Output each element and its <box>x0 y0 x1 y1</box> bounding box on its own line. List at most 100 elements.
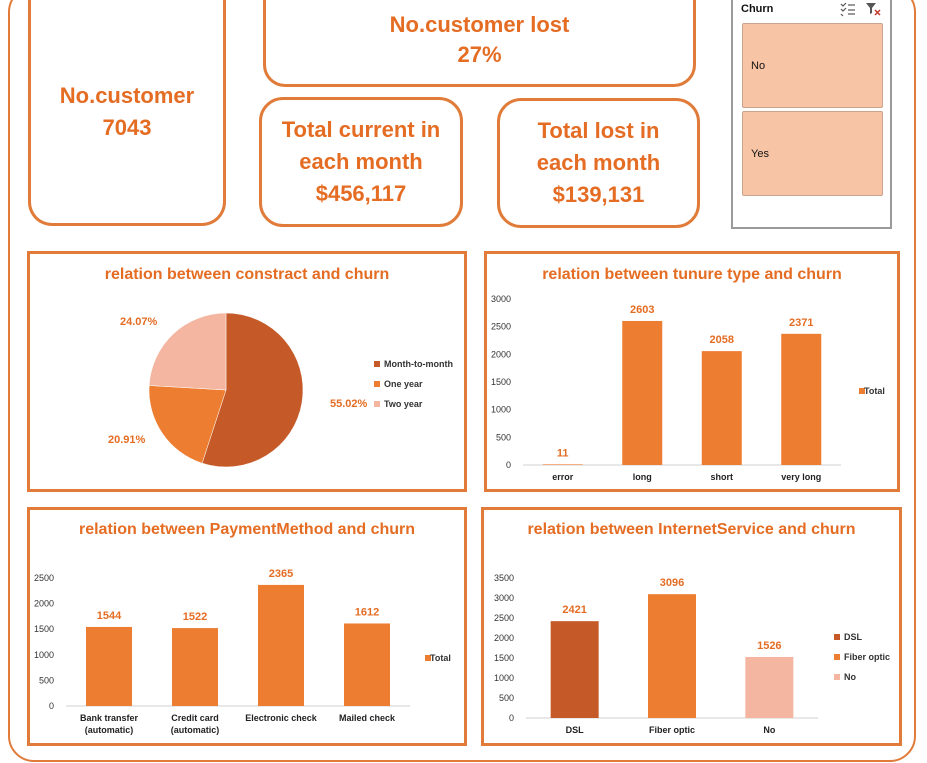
legend-label: Fiber optic <box>844 652 890 662</box>
multi-select-icon[interactable] <box>840 2 856 17</box>
bar-data-label: 2421 <box>562 604 586 616</box>
kpi-current-value: $456,117 <box>315 181 407 206</box>
bar-data-label: 11 <box>557 447 569 459</box>
x-tick-label: No <box>763 725 775 735</box>
x-tick-label: Fiber optic <box>649 725 695 735</box>
bar-chart: 0 500 1000 1500 2000 2500 3000 3500 2421 DSL 3096 F… <box>494 573 890 735</box>
x-tick-label: Credit card <box>171 713 219 723</box>
bar <box>648 594 696 718</box>
slicer-item-yes[interactable]: Yes <box>742 111 883 196</box>
chart-title: relation between PaymentMethod and churn <box>78 521 416 538</box>
pie-slice-one-year <box>148 385 227 464</box>
legend-label: Month-to-month <box>384 359 453 369</box>
kpi-lostmonth-title-2: each month <box>536 150 661 175</box>
bar <box>622 320 663 465</box>
bar-data-label: 2371 <box>789 317 813 329</box>
bar <box>745 656 794 718</box>
x-tick-label: short <box>711 472 734 482</box>
bar-chart: 0 500 1000 1500 2000 2500 3000 11 error 2603 long 2… <box>491 294 885 482</box>
x-tick-label: Electronic check <box>245 713 318 723</box>
y-tick-label: 1000 <box>494 673 514 683</box>
bar-data-label: 1526 <box>757 640 781 652</box>
bar-data-label: 1612 <box>355 606 379 618</box>
clear-filter-icon[interactable] <box>865 2 881 16</box>
slicer-item-no[interactable]: No <box>742 23 883 108</box>
x-tick-label: error <box>552 472 574 482</box>
x-tick-label: very long <box>781 472 821 482</box>
chart-title: relation between tunure type and churn <box>542 266 842 283</box>
x-tick-label: DSL <box>566 725 585 735</box>
pie-data-label: 20.91% <box>108 434 146 446</box>
kpi-current-title-2: each month <box>299 149 423 174</box>
pie-chart: 55.02% 20.91% 24.07% Month-to-month One year… <box>108 312 453 468</box>
legend-swatch <box>859 388 865 394</box>
y-tick-label: 1000 <box>491 405 511 415</box>
y-tick-label: 3500 <box>494 573 514 583</box>
y-tick-label: 3000 <box>491 294 511 304</box>
bar-data-label: 2603 <box>630 304 654 316</box>
contract-churn-chart: relation between constract and churn 55.… <box>27 251 467 492</box>
bar-data-label: 1522 <box>183 611 207 623</box>
pie-data-label: 55.02% <box>330 398 368 410</box>
x-tick-label: (automatic) <box>171 725 220 735</box>
kpi-current-month: Total current in each month $456,117 <box>259 97 463 227</box>
legend-swatch <box>425 655 431 661</box>
y-tick-label: 500 <box>496 432 511 442</box>
x-tick-label: long <box>633 472 652 482</box>
kpi-current-title-1: Total current in <box>281 117 441 142</box>
bar <box>258 584 304 706</box>
legend-label: Total <box>864 386 885 396</box>
y-tick-label: 2000 <box>494 633 514 643</box>
y-tick-label: 2500 <box>494 613 514 623</box>
kpi-lost-value: 27% <box>457 42 502 67</box>
bar <box>550 621 599 718</box>
y-tick-label: 1000 <box>34 650 54 660</box>
bar-chart: 0 500 1000 1500 2000 2500 1544 Bank transfer (au… <box>34 568 451 735</box>
y-tick-label: 2500 <box>34 573 54 583</box>
internet-churn-chart: relation between InternetService and chu… <box>481 507 902 746</box>
y-tick-label: 0 <box>49 701 54 711</box>
kpi-customer-count: No.customer 7043 <box>28 0 226 226</box>
legend-label: Two year <box>384 399 423 409</box>
pie-data-label: 24.07% <box>120 316 158 328</box>
payment-churn-chart: relation between PaymentMethod and churn… <box>27 507 467 746</box>
legend-swatch <box>834 654 840 660</box>
x-tick-label: Mailed check <box>339 713 396 723</box>
legend-swatch <box>834 674 840 680</box>
legend-swatch <box>374 381 380 387</box>
chart-title: relation between InternetService and chu… <box>527 521 856 538</box>
y-tick-label: 2000 <box>491 349 511 359</box>
pie-slice-month-to-month <box>201 312 304 468</box>
bar <box>344 623 390 706</box>
y-tick-label: 2000 <box>34 599 54 609</box>
chart-title: relation between constract and churn <box>104 266 390 283</box>
bar <box>781 333 822 465</box>
y-tick-label: 1500 <box>34 624 54 634</box>
legend-label: One year <box>384 379 423 389</box>
kpi-customer-value: 7043 <box>102 114 152 140</box>
dashboard-frame <box>8 0 916 762</box>
churn-slicer: Churn No Yes <box>731 0 892 229</box>
y-tick-label: 3000 <box>494 593 514 603</box>
bar-data-label: 2058 <box>710 334 734 346</box>
legend-swatch <box>374 361 380 367</box>
pie-slice-two-year <box>148 312 227 391</box>
kpi-customer-lost: No.customer lost 27% <box>263 0 696 87</box>
bar <box>701 351 742 465</box>
y-tick-label: 2500 <box>491 322 511 332</box>
legend-label: No <box>844 672 856 682</box>
y-tick-label: 0 <box>506 460 511 470</box>
legend-swatch <box>834 634 840 640</box>
bar-data-label: 3096 <box>660 577 684 589</box>
y-tick-label: 1500 <box>494 653 514 663</box>
bar <box>542 464 583 465</box>
bar <box>86 626 132 706</box>
slicer-title: Churn <box>741 3 774 15</box>
bar <box>172 628 218 706</box>
kpi-customer-title: No.customer <box>59 82 195 108</box>
bar-data-label: 1544 <box>97 610 122 622</box>
kpi-lostmonth-title-1: Total lost in <box>537 118 660 143</box>
y-tick-label: 1500 <box>491 377 511 387</box>
tenure-churn-chart: relation between tunure type and churn 0… <box>484 251 900 492</box>
legend-swatch <box>374 401 380 407</box>
